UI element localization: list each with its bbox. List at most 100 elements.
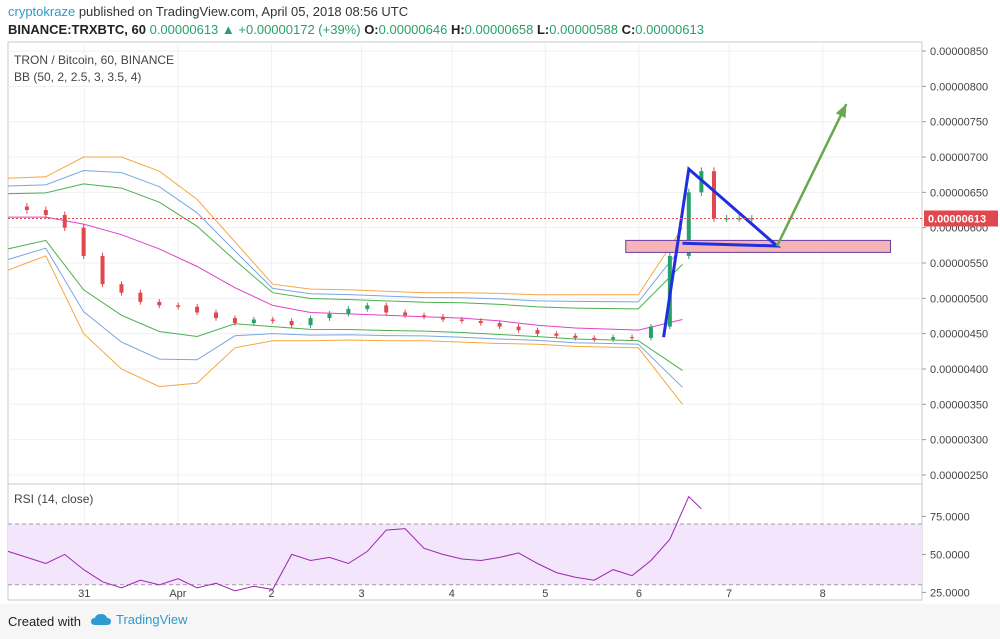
time-tick-label: 8 [820, 588, 826, 600]
candle-body [497, 323, 502, 327]
time-tick-label: 5 [542, 588, 548, 600]
tradingview-brand[interactable]: TradingView [90, 612, 188, 627]
bb-lower-2 [7, 247, 683, 388]
created-with-label: Created with [8, 614, 81, 629]
candle-body [43, 210, 48, 215]
low-value: 0.00000588 [549, 22, 618, 37]
footer-bar: Created with TradingView [0, 604, 1000, 639]
rsi-tick-label: 25.0000 [930, 587, 970, 599]
candle-body [592, 337, 597, 340]
rsi-tick-label: 75.0000 [930, 511, 970, 523]
candle-body [422, 315, 427, 317]
arrowhead-icon [835, 104, 847, 119]
last-price: 0.00000613 [149, 22, 219, 37]
candle-body [251, 319, 256, 324]
time-axis: 31 Apr 2 3 4 5 6 7 8 [78, 588, 826, 600]
trading-chart[interactable]: 0.00000850 0.00000800 0.00000750 0.00000700… [0, 0, 1000, 604]
rsi-band-lines [8, 523, 922, 586]
open-value: 0.00000646 [378, 22, 448, 37]
candle-body [459, 319, 464, 321]
candle-body [157, 301, 162, 306]
price-tick-label: 0.00000350 [930, 399, 988, 411]
candle-body [195, 306, 200, 313]
price-tick-label: 0.00000650 [930, 187, 988, 199]
bb-legend: BB (50, 2, 2.5, 3, 3.5, 4) [14, 70, 141, 84]
price-tick-label: 0.00000800 [930, 81, 988, 93]
publish-info: published on TradingView.com, April 05, … [78, 4, 409, 19]
candle-body [737, 218, 742, 220]
price-tick-label: 0.00000450 [930, 329, 988, 341]
symbol-line: BINANCE:TRXBTC, 60 0.00000613 ▲ +0.00000… [8, 22, 704, 37]
rsi-axis: 75.0000 50.0000 25.0000 [922, 511, 970, 599]
low-label: L: [536, 22, 550, 37]
pattern-line [662, 166, 782, 338]
price-tick-label: 0.00000850 [930, 46, 988, 58]
candle-body [478, 320, 483, 324]
bb-upper-3 [7, 183, 683, 310]
candle-body [119, 284, 124, 293]
time-tick-label: 3 [359, 588, 365, 600]
candle-body [232, 318, 237, 324]
cloud-icon [91, 613, 111, 625]
candle-body [611, 337, 616, 340]
last-price-badge [924, 210, 998, 227]
candle-body [384, 305, 389, 313]
price-tick-label: 0.00000750 [930, 117, 988, 129]
author-link[interactable]: cryptokraze [8, 4, 76, 19]
brand-label: TradingView [116, 612, 188, 627]
rsi-line [7, 495, 702, 592]
bb-upper-2 [7, 169, 683, 303]
price-tick-label: 0.00000300 [930, 435, 988, 447]
bb-lower [7, 255, 683, 405]
chart-grid [8, 44, 922, 600]
candle-body [289, 320, 294, 326]
candle-body [100, 255, 105, 285]
candle-body [365, 305, 370, 309]
price-change: +0.00000172 (+39%) [238, 22, 361, 37]
price-axis: 0.00000850 0.00000800 0.00000750 0.00000700… [8, 46, 998, 482]
high-value: 0.00000658 [464, 22, 534, 37]
candle-body [554, 333, 559, 336]
candle-body [648, 326, 653, 338]
chart-drawings [625, 103, 891, 338]
candle-body [630, 337, 635, 339]
bb-upper [7, 156, 683, 296]
time-tick-label: 31 [78, 588, 90, 600]
rsi-path [7, 495, 702, 592]
candle-body [214, 312, 219, 319]
candle-body [308, 318, 313, 326]
time-tick-label: 2 [268, 588, 274, 600]
price-tick-label: 0.00000500 [930, 293, 988, 305]
candle-body [176, 305, 181, 307]
price-tick-label: 0.00000250 [930, 470, 988, 482]
candle-body [516, 326, 521, 331]
chart-title: TRON / Bitcoin, 60, BINANCE [14, 53, 174, 67]
publish-line: cryptokraze published on TradingView.com… [8, 4, 408, 19]
high-label: H: [450, 22, 465, 37]
price-tick-label: 0.00000400 [930, 364, 988, 376]
bb-lower-3 [7, 239, 683, 371]
candle-body [749, 218, 754, 220]
time-tick-label: Apr [169, 588, 186, 600]
candle-body [270, 319, 275, 321]
close-value: 0.00000613 [635, 22, 704, 37]
candle-body [686, 192, 691, 256]
price-tick-label: 0.00000550 [930, 258, 988, 270]
time-tick-label: 7 [726, 588, 732, 600]
last-price-label: 0.00000613 [928, 213, 986, 225]
candle-body [62, 214, 67, 228]
projection-arrow [775, 103, 848, 247]
rsi-legend: RSI (14, close) [14, 492, 93, 506]
candle-body [724, 218, 729, 220]
candle-body [327, 313, 332, 319]
rsi-band [8, 524, 922, 585]
candle-body [403, 312, 408, 316]
candle-body [346, 308, 351, 314]
close-label: C: [621, 22, 636, 37]
candle-body [535, 330, 540, 334]
up-triangle-icon: ▲ [221, 22, 235, 37]
time-tick-label: 4 [449, 588, 455, 600]
open-label: O: [364, 22, 379, 37]
price-tick-label: 0.00000700 [930, 152, 988, 164]
rsi-tick-label: 50.0000 [930, 549, 970, 561]
